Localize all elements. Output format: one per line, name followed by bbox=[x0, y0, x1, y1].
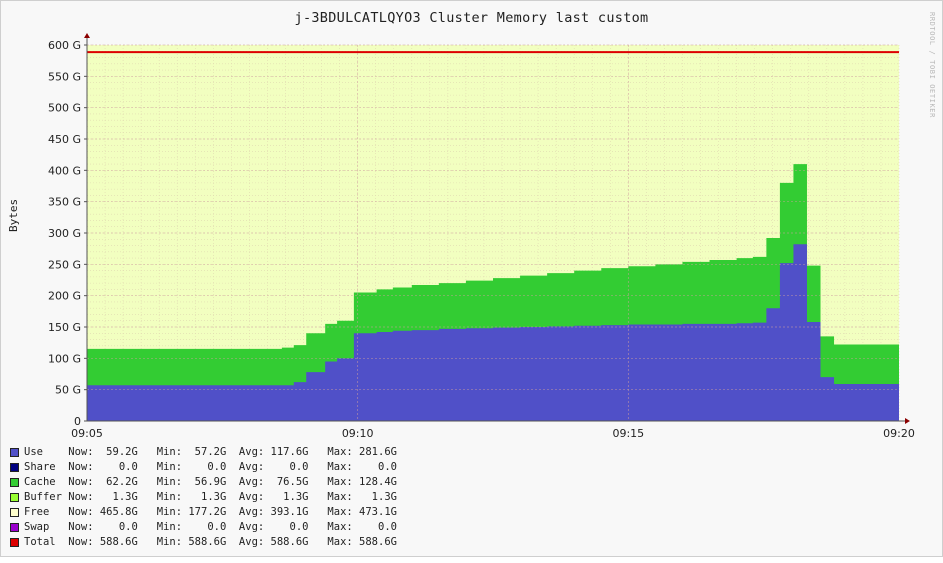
legend-swatch bbox=[10, 448, 19, 457]
use-area bbox=[87, 244, 899, 421]
legend-row-swap: Swap Now: 0.0 Min: 0.0 Avg: 0.0 Max: 0.0 bbox=[10, 520, 397, 535]
y-tick-label: 100 G bbox=[48, 352, 81, 365]
legend-row-share: Share Now: 0.0 Min: 0.0 Avg: 0.0 Max: 0.… bbox=[10, 460, 397, 475]
legend-swatch bbox=[10, 523, 19, 532]
y-tick-label: 0 bbox=[74, 415, 81, 428]
y-tick-label: 200 G bbox=[48, 290, 81, 303]
y-tick-label: 150 G bbox=[48, 321, 81, 334]
legend-text: Free Now: 465.8G Min: 177.2G Avg: 393.1G… bbox=[24, 506, 397, 518]
y-tick-label: 350 G bbox=[48, 196, 81, 209]
y-tick-label: 500 G bbox=[48, 102, 81, 115]
legend-row-free: Free Now: 465.8G Min: 177.2G Avg: 393.1G… bbox=[10, 505, 397, 520]
chart-title: j-3BDULCATLQYO3 Cluster Memory last cust… bbox=[294, 10, 649, 26]
x-tick-label: 09:15 bbox=[612, 427, 644, 440]
legend-swatch bbox=[10, 463, 19, 472]
legend-text: Share Now: 0.0 Min: 0.0 Avg: 0.0 Max: 0.… bbox=[24, 461, 397, 473]
rrdtool-watermark: RRDTOOL / TOBI OETIKER bbox=[928, 12, 936, 118]
y-tick-label: 250 G bbox=[48, 258, 81, 271]
legend-text: Buffer Now: 1.3G Min: 1.3G Avg: 1.3G Max… bbox=[24, 491, 397, 503]
y-tick-label: 600 G bbox=[48, 39, 81, 52]
memory-chart: 0 50 G 100 G 150 G 200 G 250 G 300 G 350 G 400 G… bbox=[48, 33, 915, 440]
legend-text: Use Now: 59.2G Min: 57.2G Avg: 117.6G Ma… bbox=[24, 446, 397, 458]
y-tick-label: 450 G bbox=[48, 133, 81, 146]
legend-text: Total Now: 588.6G Min: 588.6G Avg: 588.6… bbox=[24, 536, 397, 548]
x-axis-arrow bbox=[905, 418, 910, 424]
legend-text: Cache Now: 62.2G Min: 56.9G Avg: 76.5G M… bbox=[24, 476, 397, 488]
legend-row-total: Total Now: 588.6G Min: 588.6G Avg: 588.6… bbox=[10, 535, 397, 550]
legend-text: Swap Now: 0.0 Min: 0.0 Avg: 0.0 Max: 0.0 bbox=[24, 521, 397, 533]
y-tick-label: 400 G bbox=[48, 164, 81, 177]
legend-row-use: Use Now: 59.2G Min: 57.2G Avg: 117.6G Ma… bbox=[10, 445, 397, 460]
legend-swatch bbox=[10, 478, 19, 487]
legend-row-cache: Cache Now: 62.2G Min: 56.9G Avg: 76.5G M… bbox=[10, 475, 397, 490]
legend-swatch bbox=[10, 508, 19, 517]
y-tick-label: 300 G bbox=[48, 227, 81, 240]
legend-row-buffer: Buffer Now: 1.3G Min: 1.3G Avg: 1.3G Max… bbox=[10, 490, 397, 505]
legend-swatch bbox=[10, 538, 19, 547]
x-tick-label: 09:05 bbox=[71, 427, 103, 440]
y-axis-arrow bbox=[84, 33, 90, 38]
legend: Use Now: 59.2G Min: 57.2G Avg: 117.6G Ma… bbox=[10, 445, 397, 550]
y-tick-label: 550 G bbox=[48, 70, 81, 83]
y-tick-label: 50 G bbox=[55, 384, 81, 397]
x-tick-label: 09:10 bbox=[342, 427, 374, 440]
legend-swatch bbox=[10, 493, 19, 502]
x-tick-label: 09:20 bbox=[883, 427, 915, 440]
